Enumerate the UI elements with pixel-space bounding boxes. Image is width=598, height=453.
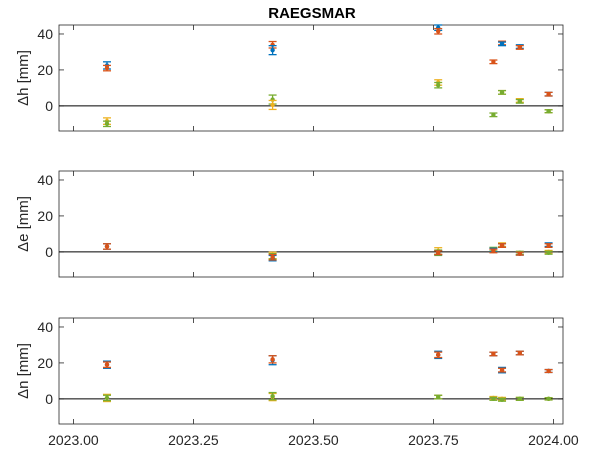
- data-point-red: [515, 350, 524, 356]
- data-point-red: [498, 367, 507, 373]
- x-tick-label: 2023.00: [48, 432, 99, 448]
- y-tick-label: 40: [37, 26, 53, 42]
- data-point-green: [544, 396, 553, 402]
- data-point-green: [498, 397, 507, 402]
- data-point-green: [268, 391, 277, 401]
- y-tick-label: 40: [37, 319, 53, 335]
- y-tick-label: 20: [37, 208, 53, 224]
- data-point-green: [489, 112, 498, 118]
- data-point-blue: [498, 41, 507, 47]
- data-point-red: [268, 253, 277, 261]
- data-point-green: [434, 81, 443, 89]
- data-point-green: [544, 109, 553, 114]
- data-point-green: [498, 89, 507, 95]
- y-tick-label: 0: [45, 391, 53, 407]
- y-tick-label: 40: [37, 172, 53, 188]
- data-point-yellow: [268, 99, 277, 111]
- data-point-red: [434, 250, 443, 256]
- data-point-green: [544, 250, 553, 255]
- data-point-red: [489, 59, 498, 65]
- data-point-red: [434, 351, 443, 359]
- panel-2: 0 20 40 Δe [mm]: [15, 170, 564, 278]
- y-tick-label: 20: [37, 62, 53, 78]
- y-axis-label: Δn [mm]: [15, 343, 32, 399]
- data-point-green: [434, 394, 443, 400]
- data-point-blue: [268, 45, 277, 56]
- y-axis-label: Δe [mm]: [15, 196, 32, 252]
- data-point-green: [103, 120, 111, 128]
- y-tick-label: 0: [45, 98, 53, 114]
- x-tick-label: 2023.50: [288, 432, 339, 448]
- data-point-red: [489, 351, 498, 357]
- plot-area-3: [58, 317, 564, 425]
- data-point-red: [489, 248, 498, 254]
- chart-title: RAEGSMAR: [268, 5, 356, 22]
- panels-container: 0 20 40 Δh [mm] 0 20 40 Δe [mm] 0 20 40 2023.00 2023…: [15, 24, 579, 448]
- plot-area-1: [58, 24, 564, 132]
- data-point-red: [103, 243, 111, 250]
- plot-area-2: [58, 170, 564, 278]
- x-tick-label: 2024.00: [528, 432, 579, 448]
- data-point-green: [489, 396, 498, 402]
- data-point-green: [103, 394, 111, 402]
- data-point-green: [515, 396, 524, 402]
- y-tick-label: 20: [37, 355, 53, 371]
- x-tick-label: 2023.25: [168, 432, 219, 448]
- panel-3: 0 20 40 2023.00 2023.25 2023.50 2023.75 2024.00…: [15, 317, 579, 448]
- y-tick-label: 0: [45, 244, 53, 260]
- data-point-red: [544, 243, 553, 249]
- data-point-red: [544, 91, 553, 97]
- data-point-red: [498, 243, 507, 249]
- data-point-red: [515, 251, 524, 256]
- x-tick-label: 2023.75: [408, 432, 459, 448]
- data-point-green: [515, 98, 524, 104]
- data-point-red: [434, 27, 443, 35]
- data-point-red: [515, 45, 524, 50]
- data-point-red: [268, 355, 277, 364]
- data-point-red: [544, 368, 553, 374]
- data-point-red: [103, 64, 111, 72]
- panel-1: 0 20 40 Δh [mm]: [15, 24, 564, 132]
- data-point-red: [103, 361, 111, 369]
- y-axis-label: Δh [mm]: [15, 50, 32, 106]
